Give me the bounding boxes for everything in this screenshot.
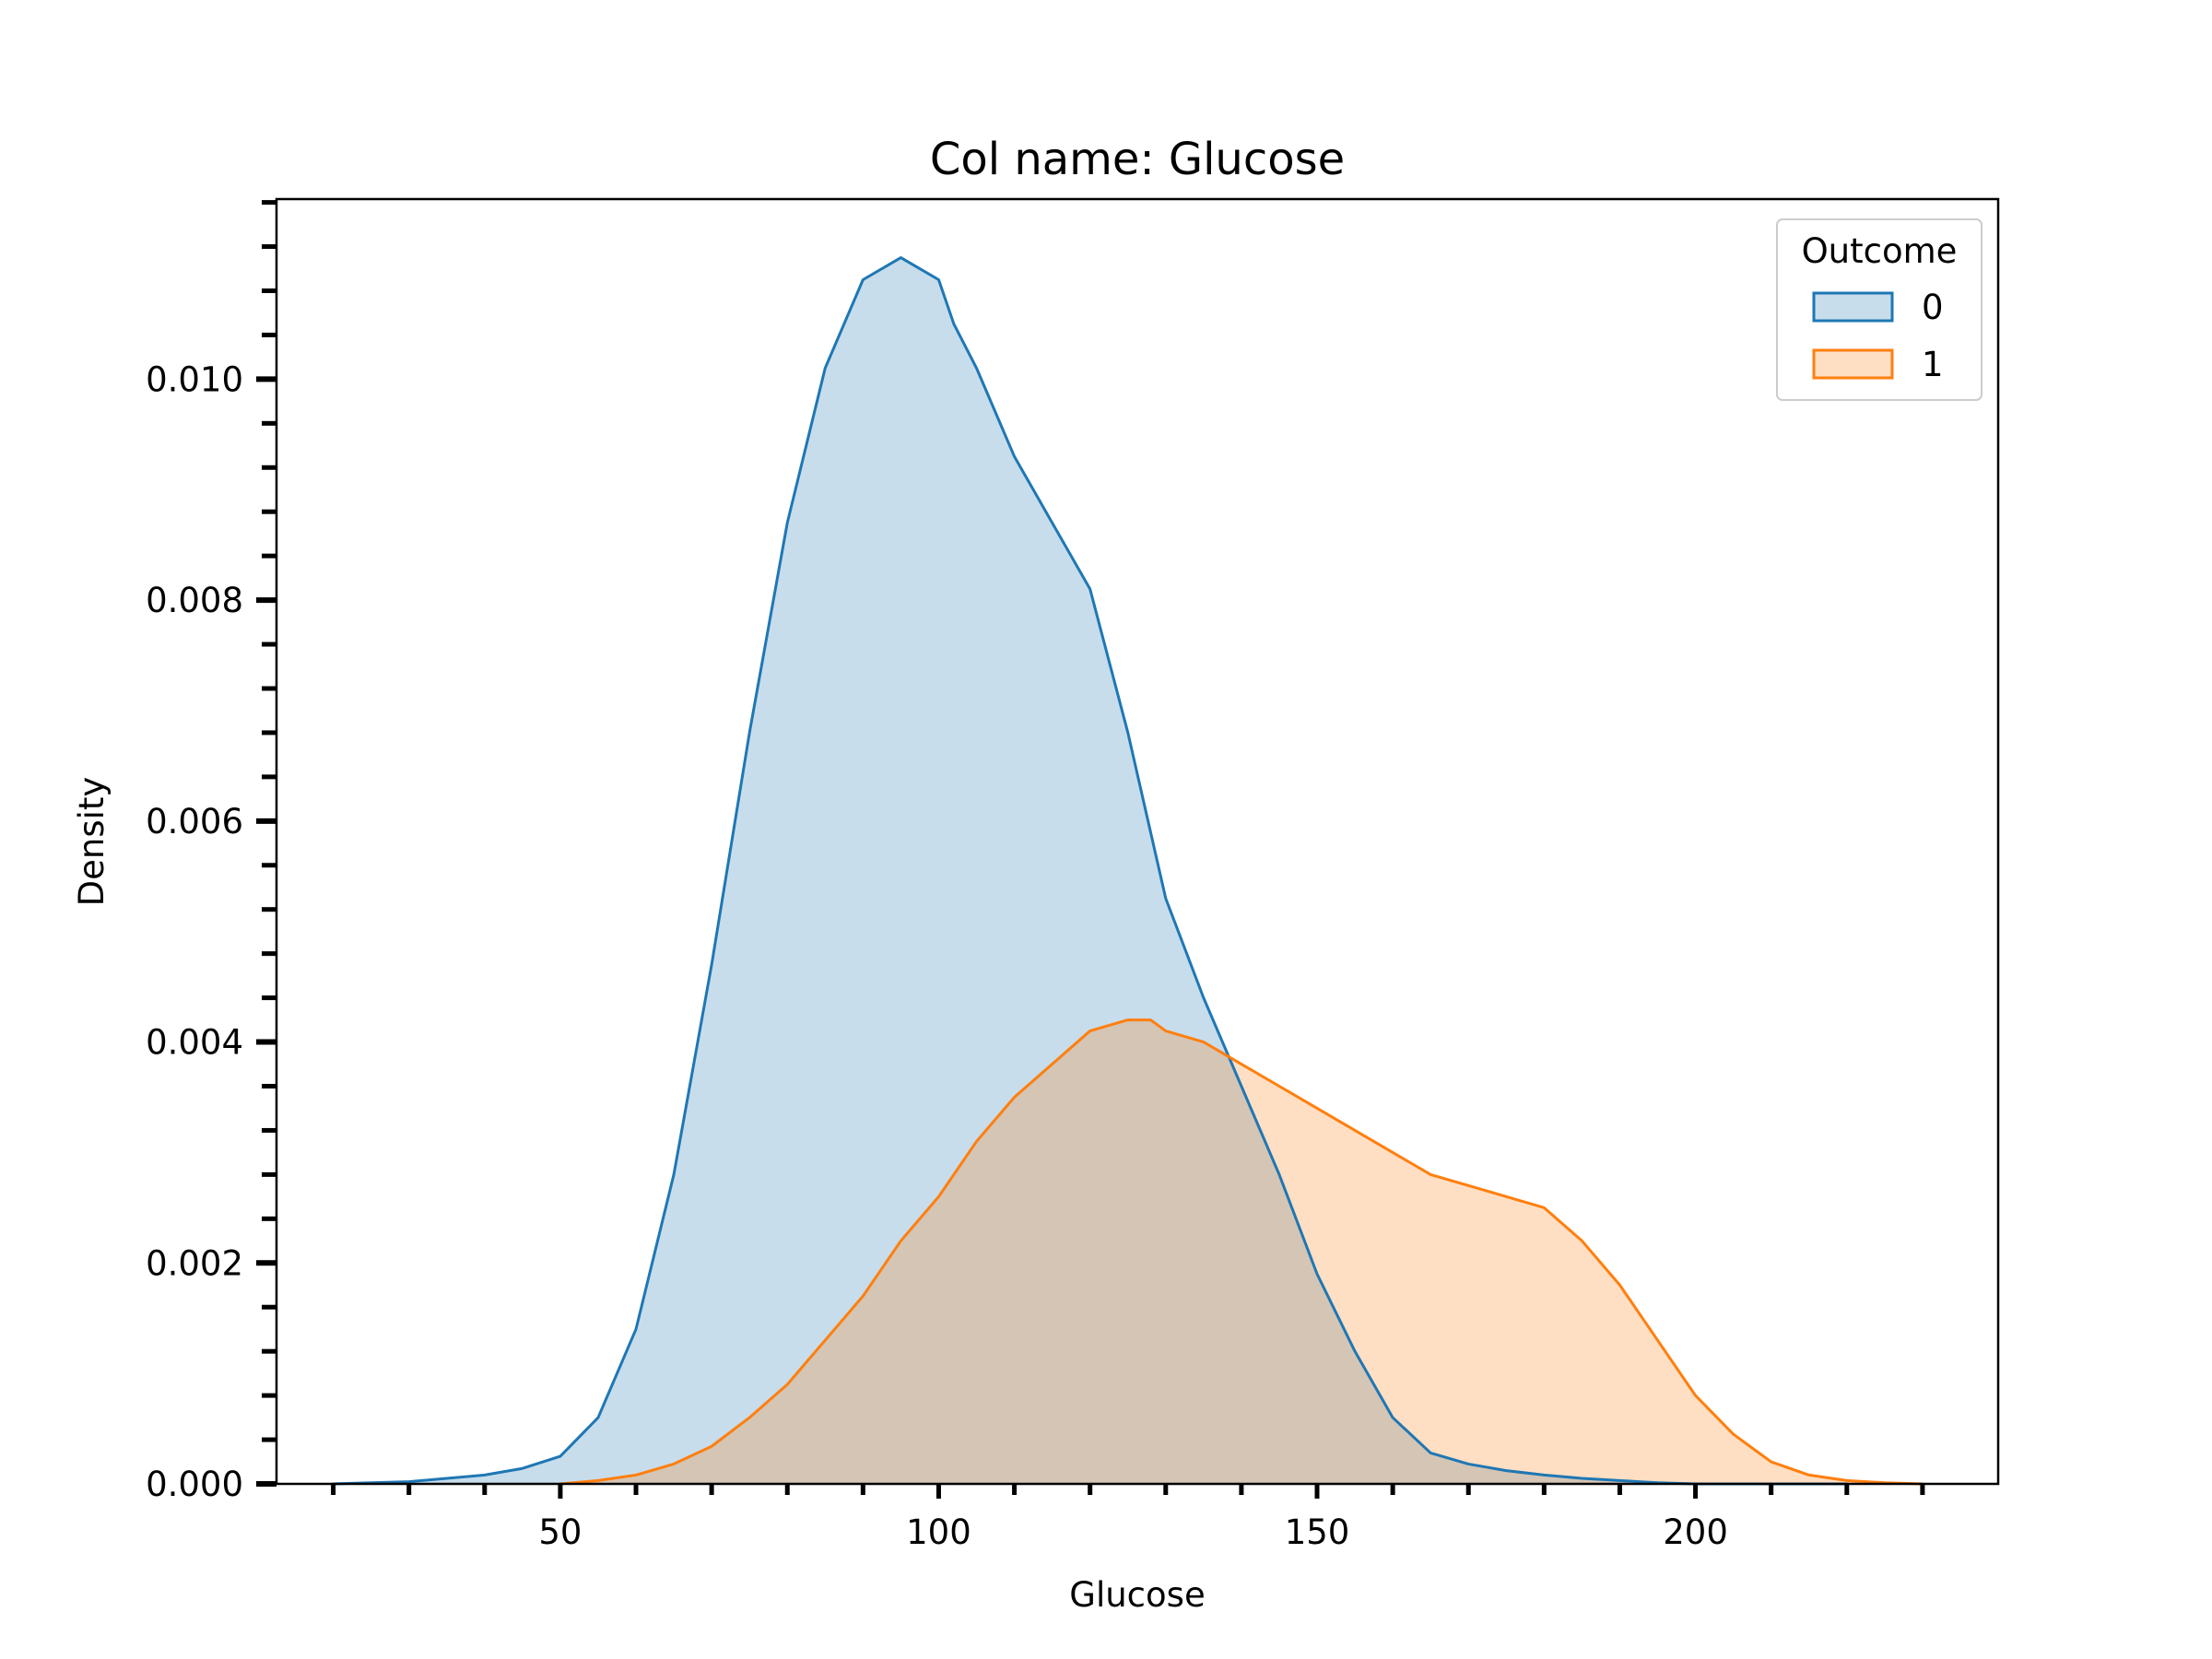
series-1-area xyxy=(559,1019,1923,1484)
chart-title: Col name: Glucose xyxy=(930,134,1345,185)
plot-fill-layer xyxy=(333,257,1923,1484)
legend-swatch-0 xyxy=(1812,291,1894,323)
legend-label-1: 1 xyxy=(1922,345,1944,384)
series-0-area xyxy=(333,257,1847,1484)
y-tick-label-3: 0.006 xyxy=(146,802,243,841)
legend-title: Outcome xyxy=(1802,231,1958,271)
series-1-line xyxy=(559,1018,1924,1486)
y-ticks-layer: 0.000 0.002 0.004 0.006 0.008 0.010 xyxy=(146,200,276,1504)
legend-box xyxy=(1776,218,1983,401)
y-axis-label: Density xyxy=(72,777,112,907)
series-0-line xyxy=(332,256,1849,1486)
y-tick-label-2: 0.004 xyxy=(146,1023,243,1063)
y-tick-label-4: 0.008 xyxy=(146,581,243,620)
x-tick-label-100: 100 xyxy=(906,1512,971,1552)
plot-line-layer xyxy=(332,256,1924,1486)
legend-label-0: 0 xyxy=(1922,288,1944,327)
x-tick-label-50: 50 xyxy=(538,1512,582,1552)
x-tick-label-200: 200 xyxy=(1663,1512,1728,1552)
legend: Outcome 0 1 xyxy=(1776,218,1983,401)
axes-frame xyxy=(275,197,2000,1486)
x-ticks-layer: 50 100 150 200 xyxy=(331,1484,1925,1552)
legend-swatch-1 xyxy=(1812,348,1894,380)
y-tick-label-1: 0.002 xyxy=(146,1243,243,1283)
x-axis-label: Glucose xyxy=(1069,1575,1205,1615)
x-tick-label-150: 150 xyxy=(1285,1512,1350,1552)
y-tick-label-5: 0.010 xyxy=(146,359,243,399)
y-tick-label-0: 0.000 xyxy=(146,1465,243,1504)
